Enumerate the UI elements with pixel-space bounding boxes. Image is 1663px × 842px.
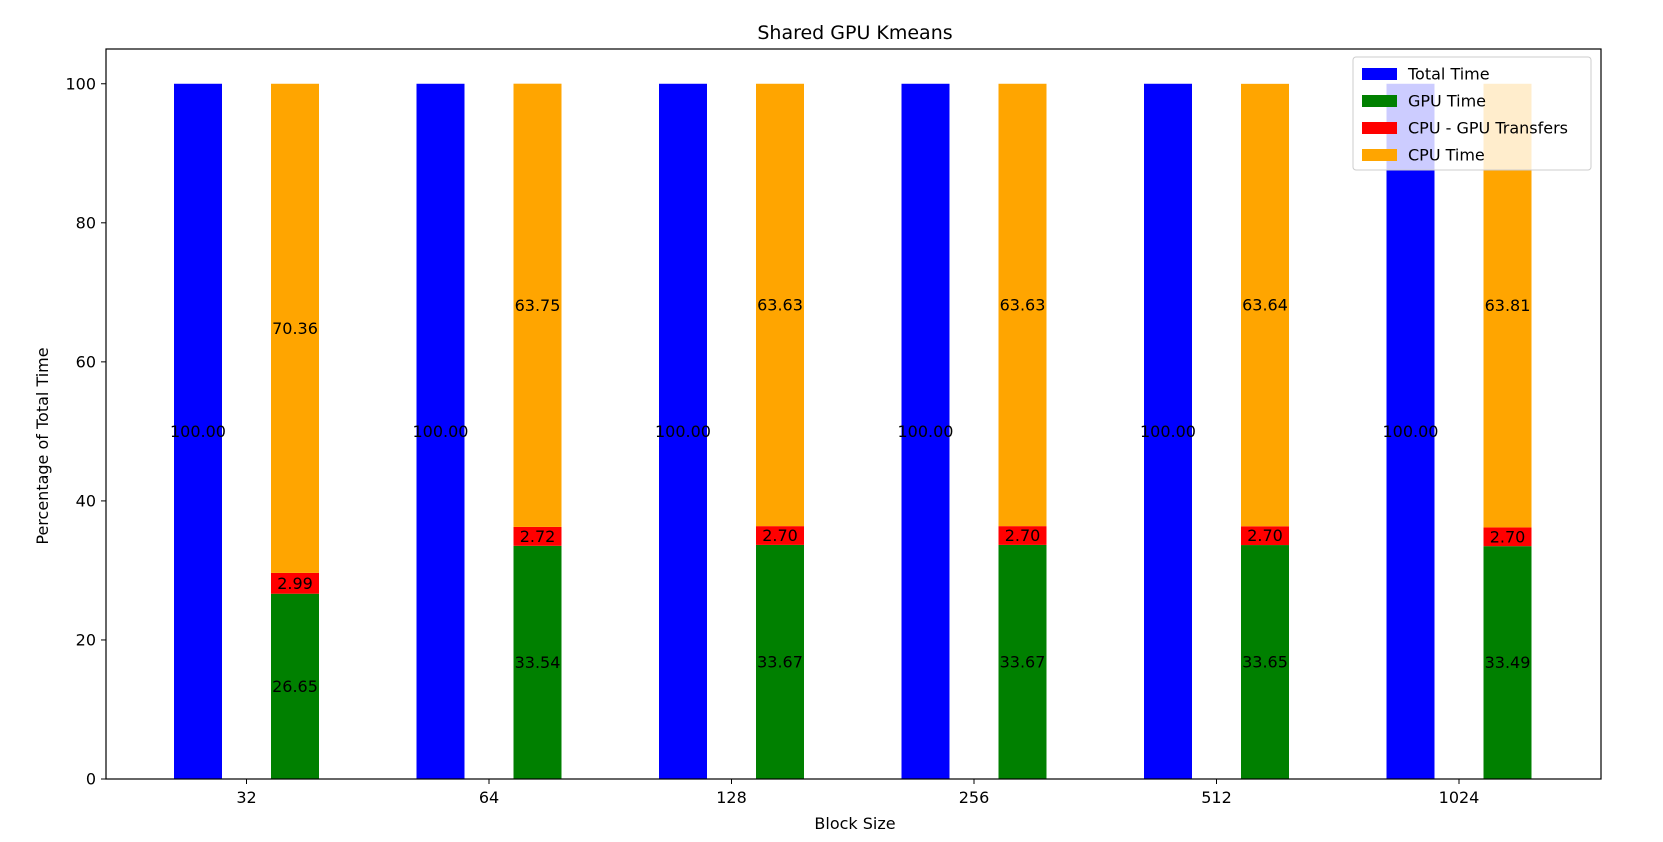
y-axis-ticks: 0 20 40 60 80 100 xyxy=(65,74,106,789)
label-cpu-gpu-transfers: 2.70 xyxy=(1247,526,1283,545)
y-tick-label: 80 xyxy=(76,213,96,232)
x-axis-label: Block Size xyxy=(814,814,895,833)
y-tick-label: 0 xyxy=(86,770,96,789)
legend: Total Time GPU Time CPU - GPU Transfers CPU… xyxy=(1352,56,1592,171)
label-cpu-time: 63.64 xyxy=(1242,296,1288,315)
x-axis-ticks: 32 64 128 256 512 1024 xyxy=(236,779,1479,807)
legend-box xyxy=(1352,56,1592,171)
bar-total-time xyxy=(1144,83,1192,779)
bar-total-time xyxy=(416,83,465,779)
x-tick-label: 32 xyxy=(236,788,256,807)
bar-gpu-time xyxy=(1483,546,1532,779)
bar-total-time xyxy=(1386,83,1435,779)
label-cpu-gpu-transfers: 2.70 xyxy=(1490,527,1526,546)
label-cpu-time: 63.63 xyxy=(1000,295,1046,314)
label-cpu-time: 63.63 xyxy=(757,295,803,314)
plot-area: 100.00 26.65 2.99 70.36 100.00 33.54 2.72 63.75… xyxy=(105,48,1602,780)
label-cpu-time: 70.36 xyxy=(272,319,318,338)
label-total-time: 100.00 xyxy=(170,422,226,441)
label-gpu-time: 33.67 xyxy=(757,652,803,671)
bar-total-time xyxy=(174,83,222,779)
label-total-time: 100.00 xyxy=(1140,422,1196,441)
y-tick-label: 60 xyxy=(76,352,96,371)
bar-gpu-time xyxy=(271,593,319,779)
label-gpu-time: 33.54 xyxy=(515,653,561,672)
label-total-time: 100.00 xyxy=(898,422,954,441)
bar-cpu-time xyxy=(513,83,562,527)
label-total-time: 100.00 xyxy=(655,422,711,441)
x-tick-label: 256 xyxy=(959,788,990,807)
x-tick-label: 1024 xyxy=(1439,788,1480,807)
bar-cpu-time xyxy=(271,83,319,573)
label-total-time: 100.00 xyxy=(1383,422,1439,441)
x-tick-label: 512 xyxy=(1201,788,1232,807)
chart-title: Shared GPU Kmeans xyxy=(757,22,952,44)
y-tick-label: 100 xyxy=(65,74,96,93)
label-cpu-gpu-transfers: 2.70 xyxy=(1005,526,1041,545)
label-gpu-time: 33.65 xyxy=(1242,653,1288,672)
bar-cpu-gpu-transfers xyxy=(1241,526,1289,546)
y-tick-label: 20 xyxy=(76,630,96,649)
label-cpu-time: 63.75 xyxy=(515,296,561,315)
label-gpu-time: 33.49 xyxy=(1485,653,1531,672)
legend-label: CPU Time xyxy=(1408,146,1485,165)
bar-cpu-gpu-transfers xyxy=(1483,527,1532,547)
bar-cpu-gpu-transfers xyxy=(998,526,1047,545)
legend-swatch xyxy=(1362,122,1397,134)
y-axis-label: Percentage of Total Time xyxy=(33,347,52,544)
bar-cpu-time xyxy=(1241,83,1289,527)
label-gpu-time: 33.67 xyxy=(1000,652,1046,671)
label-cpu-gpu-transfers: 2.70 xyxy=(762,526,798,545)
label-cpu-gpu-transfers: 2.72 xyxy=(520,527,556,546)
legend-swatch xyxy=(1362,68,1397,80)
bar-total-time xyxy=(659,83,707,779)
bar-gpu-time xyxy=(756,544,804,779)
y-tick-label: 40 xyxy=(76,491,96,510)
bar-gpu-time xyxy=(1241,545,1289,779)
legend-label: GPU Time xyxy=(1408,92,1486,111)
bar-cpu-gpu-transfers xyxy=(513,526,562,546)
x-tick-label: 64 xyxy=(479,788,499,807)
bar-total-time xyxy=(901,83,950,779)
bar-cpu-gpu-transfers xyxy=(756,526,804,545)
bar-cpu-gpu-transfers xyxy=(271,572,319,594)
label-gpu-time: 26.65 xyxy=(272,677,318,696)
label-cpu-gpu-transfers: 2.99 xyxy=(277,574,313,593)
label-total-time: 100.00 xyxy=(413,422,469,441)
bar-cpu-time xyxy=(756,83,804,527)
bar-gpu-time xyxy=(513,545,562,779)
legend-label: Total Time xyxy=(1407,65,1490,84)
bar-cpu-time xyxy=(998,83,1047,527)
axes-frame xyxy=(105,48,1602,780)
legend-swatch xyxy=(1362,149,1397,161)
legend-label: CPU - GPU Transfers xyxy=(1408,119,1568,138)
legend-swatch xyxy=(1362,95,1397,107)
x-tick-label: 128 xyxy=(716,788,747,807)
label-cpu-time: 63.81 xyxy=(1485,296,1531,315)
bar-gpu-time xyxy=(998,544,1047,779)
